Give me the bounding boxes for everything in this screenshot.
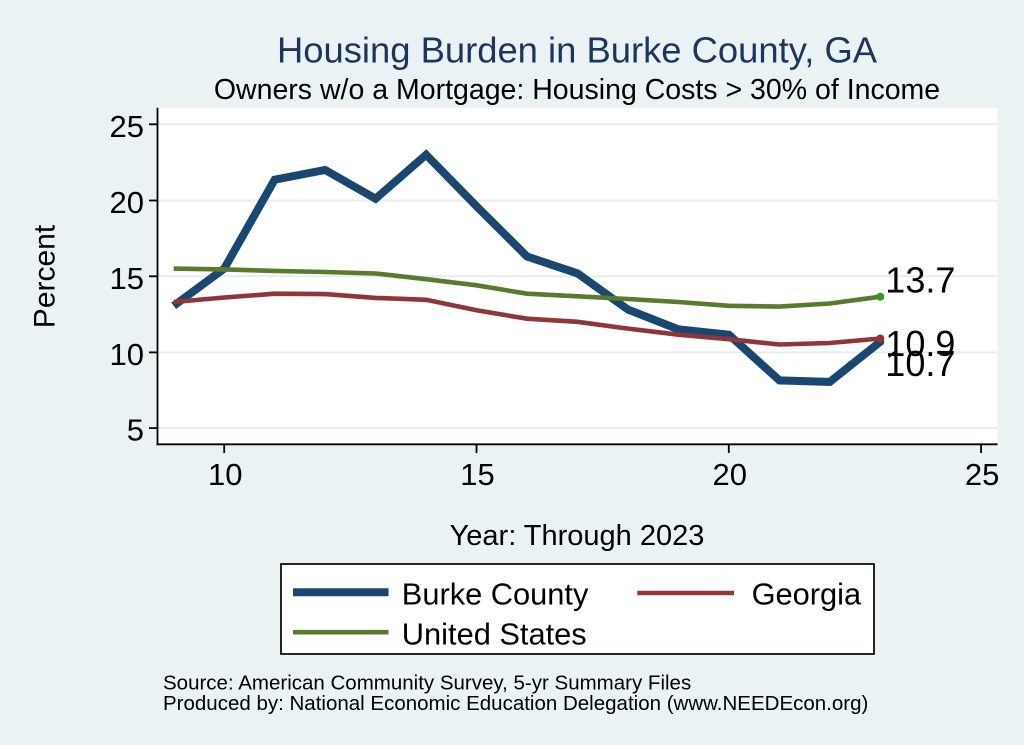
svg-text:Housing Burden in Burke County: Housing Burden in Burke County, GA bbox=[277, 30, 878, 71]
svg-text:20: 20 bbox=[110, 185, 144, 220]
svg-text:20: 20 bbox=[713, 457, 747, 492]
svg-text:13.7: 13.7 bbox=[885, 260, 955, 301]
svg-text:Source: American Community Sur: Source: American Community Survey, 5-yr … bbox=[163, 672, 691, 695]
svg-text:Burke County: Burke County bbox=[402, 577, 589, 612]
svg-text:Owners w/o a Mortgage: Housing: Owners w/o a Mortgage: Housing Costs > 3… bbox=[214, 74, 940, 106]
svg-text:25: 25 bbox=[110, 109, 144, 144]
svg-text:10: 10 bbox=[208, 457, 242, 492]
svg-text:United States: United States bbox=[402, 617, 587, 652]
svg-text:Year: Through 2023: Year: Through 2023 bbox=[450, 520, 705, 552]
svg-text:15: 15 bbox=[460, 457, 494, 492]
svg-text:5: 5 bbox=[127, 413, 144, 448]
svg-text:15: 15 bbox=[110, 261, 144, 296]
svg-text:10.7: 10.7 bbox=[885, 343, 955, 384]
svg-text:10: 10 bbox=[110, 337, 144, 372]
svg-text:Produced by: National Economic: Produced by: National Economic Education… bbox=[163, 692, 868, 715]
svg-text:Percent: Percent bbox=[29, 224, 62, 328]
svg-text:Georgia: Georgia bbox=[752, 577, 862, 612]
svg-text:10.9: 10.9 bbox=[885, 323, 955, 364]
svg-text:25: 25 bbox=[965, 457, 999, 492]
